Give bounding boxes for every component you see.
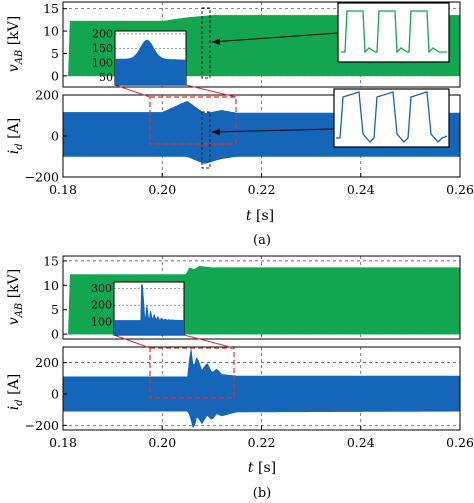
y-tick-label: 10 [43, 278, 59, 293]
red-connector-left [113, 334, 151, 349]
y-tick-label: 5 [51, 302, 59, 317]
x-tick-label: 0.18 [49, 435, 77, 450]
inset-tick-label: 100 [92, 57, 113, 70]
y-tick-label: −200 [25, 418, 59, 433]
x-tick-label: 0.24 [347, 435, 375, 450]
inset-waveform [115, 39, 186, 85]
inset-waveform [114, 284, 184, 335]
current-detail-trace [336, 91, 448, 143]
current-ylabel: id [A] [6, 374, 25, 410]
x-axis-ticks: 0.18 0.20 0.22 0.24 0.26 [49, 173, 474, 197]
ylabel-unit: [kV] [6, 16, 22, 50]
y-tick-label: 0 [51, 129, 59, 144]
voltage-pointer-arrow [211, 32, 339, 43]
current-panel-b: −200 0 200 id [A] [6, 346, 461, 433]
inset-tick-label: 200 [92, 27, 113, 40]
detail-box-frame [333, 88, 450, 148]
x-tick-label: 0.18 [49, 182, 77, 197]
current-ylabel: id [A] [6, 118, 25, 154]
red-connector-right [185, 84, 237, 98]
x-tick-label: 0.24 [347, 182, 375, 197]
inset-tick-label: 300 [91, 282, 112, 295]
inset-y-ticks: 100 200 300 [91, 282, 112, 328]
y-tick-label: 5 [51, 46, 59, 61]
current-y-ticks: −200 0 200 [25, 355, 67, 433]
ylabel-unit: [A] [6, 374, 22, 399]
voltage-zoom-window [201, 7, 211, 79]
y-tick-label: 200 [35, 88, 59, 103]
x-tick-label: 0.22 [248, 435, 276, 450]
inset-tick-label: 150 [92, 42, 113, 55]
ylabel-subscript: AB [14, 303, 25, 319]
caption-b: (b) [253, 486, 271, 501]
ylabel-subscript: d [14, 399, 25, 405]
ylabel-unit: [A] [6, 118, 22, 143]
x-tick-label: 0.20 [148, 435, 176, 450]
ylabel-symbol: v [6, 317, 22, 325]
red-connector-right [183, 334, 235, 349]
x-axis-label: t [s] [248, 460, 276, 476]
y-tick-label: −200 [25, 170, 59, 185]
y-tick-label: 15 [43, 1, 59, 16]
voltage-arrowhead [212, 38, 220, 45]
voltage-axes-frame [62, 255, 461, 340]
y-tick-label: 15 [43, 253, 59, 268]
current-y-ticks: −200 0 200 [25, 88, 67, 185]
y-tick-label: 0 [51, 327, 59, 342]
ylabel-symbol: i [6, 406, 22, 410]
current-pointer-arrow [211, 128, 335, 133]
ylabel-subscript: d [14, 143, 25, 149]
y-tick-label: 0 [51, 386, 59, 401]
voltage-detail-box [337, 2, 450, 63]
red-zoom-region [149, 347, 235, 399]
voltage-detail-trace [341, 10, 447, 54]
voltage-ylabel: vAB [kV] [6, 16, 25, 72]
x-tick-label: 0.26 [446, 182, 474, 197]
voltage-ylabel: vAB [kV] [6, 269, 25, 325]
x-tick-label: 0.20 [148, 182, 176, 197]
ylabel-subscript: AB [14, 50, 25, 66]
caption-a: (a) [253, 233, 271, 248]
x-tick-label: 0.26 [446, 435, 474, 450]
ylabel-symbol: v [6, 64, 22, 72]
current-zoom-window [201, 111, 211, 169]
current-detail-box [333, 88, 450, 148]
figure-b: 0 5 10 15 vAB [kV] −200 0 200 id [A] 0.18 0.20… [6, 253, 474, 501]
figure-a: 0 5 10 15 vAB [kV] −200 0 200 id [A] 0.18 0.20… [6, 1, 474, 248]
x-axis-ticks: 0.18 0.20 0.22 0.24 0.26 [49, 426, 474, 450]
voltage-y-ticks: 0 5 10 15 [43, 1, 67, 83]
y-tick-label: 200 [35, 355, 59, 370]
voltage-panel-b: 0 5 10 15 vAB [kV] [6, 253, 461, 342]
inset-tick-label: 50 [99, 71, 113, 84]
y-tick-label: 10 [43, 24, 59, 39]
y-tick-label: 0 [51, 68, 59, 83]
inset-tick-label: 100 [91, 315, 112, 328]
voltage-axes-frame [62, 1, 461, 88]
ylabel-symbol: i [6, 150, 22, 154]
red-zoom-region [149, 96, 237, 145]
detail-box-frame [337, 2, 450, 63]
red-connector-left [114, 84, 151, 98]
current-arrowhead [212, 128, 220, 136]
x-tick-label: 0.22 [248, 182, 276, 197]
voltage-y-ticks: 0 5 10 15 [43, 253, 67, 342]
x-axis-label: t [s] [246, 208, 274, 224]
inset-current-zoom: 100 200 300 [91, 281, 185, 336]
inset-tick-label: 200 [91, 299, 112, 312]
ylabel-unit: [kV] [6, 269, 22, 303]
